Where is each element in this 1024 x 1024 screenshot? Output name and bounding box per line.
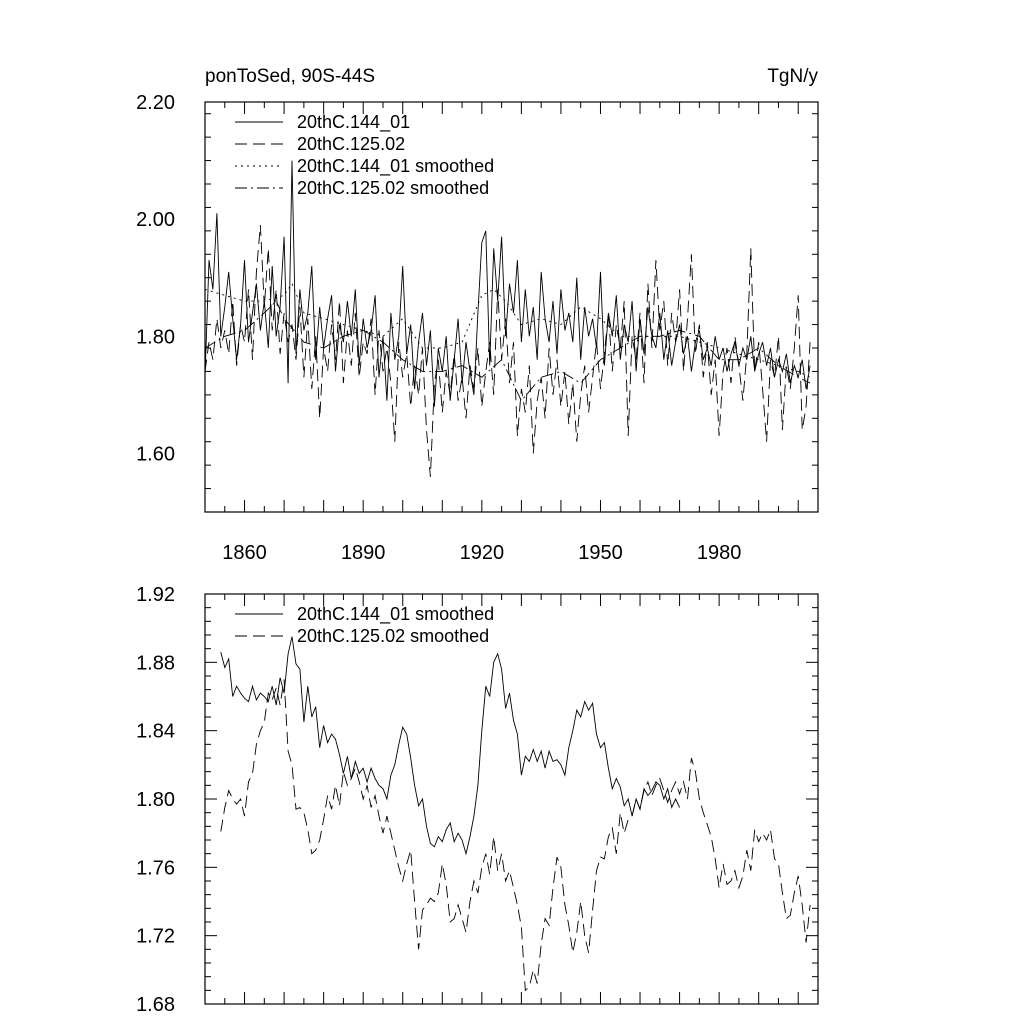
panel1-y-tick-label: 1.88 (136, 652, 175, 674)
panel0-x-tick-label: 1890 (341, 542, 386, 564)
panel0-legend-label-20thc-144-01-smoothed: 20thC.144_01 smoothed (297, 156, 494, 177)
panel0-legend-label-20thc-125-02: 20thC.125.02 (297, 134, 405, 154)
top-panel: 1.60 1.80 2.00 2.20 1860 1890 1920 1950 1980 ponT… (136, 66, 819, 564)
panel0-x-tick-label: 1860 (222, 542, 267, 564)
panel0-x-tick-label: 1950 (578, 542, 623, 564)
panel0-chart-title: ponToSed, 90S-44S (205, 66, 375, 87)
panel0-series-line-20thc-144-01 (204, 160, 811, 407)
panel0-x-tick-label: 1980 (697, 542, 742, 564)
panel1-y-tick-label: 1.68 (136, 994, 175, 1016)
panel0-legend-label-20thc-144-01: 20thC.144_01 (297, 112, 410, 133)
panel1-y-tick-label: 1.76 (136, 857, 175, 879)
panel0-y-tick-label: 1.80 (136, 326, 175, 348)
panel0-y-tick-label: 1.60 (136, 443, 175, 465)
panel1-y-tick-label: 1.92 (136, 584, 175, 606)
panel0-units-label: TgN/y (767, 66, 818, 87)
panel0-y-tick-label: 2.20 (136, 92, 175, 114)
panel1-y-tick-label: 1.84 (136, 721, 175, 743)
panel0-plot-frame (204, 101, 819, 513)
bottom-panel: 1.68 1.72 1.76 1.80 1.84 1.88 1.92 20thC.144_01… (136, 584, 819, 1016)
panel0-series-line-20thc-144-01-smoothed (204, 282, 811, 378)
panel0-y-tick-label: 2.00 (136, 209, 175, 231)
panel1-legend-label-20thc-125-02-smoothed: 20thC.125.02 smoothed (297, 626, 489, 646)
panel1-y-tick-label: 1.72 (136, 926, 175, 948)
panel1-series-line-20thc-125-02-smoothed (220, 679, 811, 992)
panel1-legend-label-20thc-144-01-smoothed: 20thC.144_01 smoothed (297, 604, 494, 625)
panel1-plot-frame (204, 593, 819, 1005)
panel1-series-line-20thc-144-01-smoothed (220, 636, 681, 856)
panel0-series-line-20thc-125-02 (204, 224, 811, 477)
panel1-y-tick-label: 1.80 (136, 789, 175, 811)
panel0-series-line-20thc-125-02-smoothed (204, 300, 811, 402)
panel0-x-tick-label: 1920 (460, 542, 505, 564)
panel0-legend-label-20thc-125-02-smoothed: 20thC.125.02 smoothed (297, 178, 489, 198)
